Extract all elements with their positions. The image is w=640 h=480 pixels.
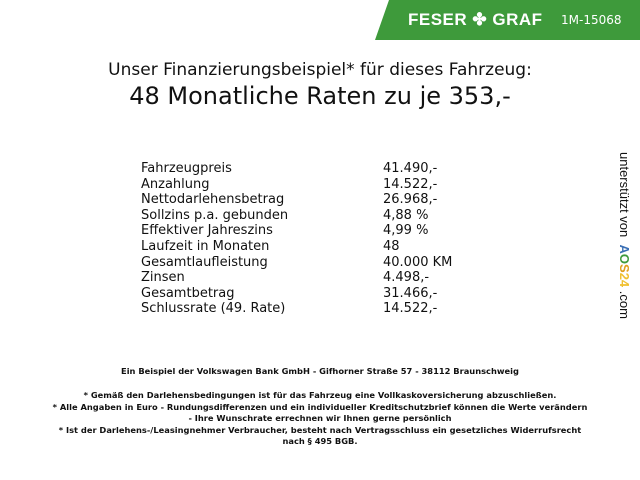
table-row: Nettodarlehensbetrag 26.968,-: [141, 192, 461, 208]
row-value: 41.490,-: [383, 161, 438, 176]
table-row: Gesamtlaufleistung 40.000 KM: [141, 255, 461, 271]
aos24-suffix: .com: [617, 290, 632, 319]
row-value: 4,88 %: [383, 207, 429, 223]
row-label: Effektiver Jahreszins: [141, 223, 273, 239]
note-1: * Gemäß den Darlehensbedingungen ist für…: [83, 390, 557, 400]
row-value: 31.466,-: [383, 285, 438, 301]
brand-name: FESER: [408, 10, 468, 29]
brand-logo: FESER ✤ GRAF: [408, 10, 543, 30]
bank-info: Ein Beispiel der Volkswagen Bank GmbH - …: [121, 366, 519, 376]
brand-name-2: GRAF: [492, 10, 543, 29]
row-label: Anzahlung: [141, 176, 210, 192]
supported-by-aos24: unterstützt von AOS24 .com: [617, 152, 632, 319]
table-row: Effektiver Jahreszins 4,99 %: [141, 223, 461, 239]
row-value: 4,99 %: [383, 223, 429, 239]
row-value: 14.522,-: [383, 176, 438, 192]
supported-by-text: unterstützt von: [617, 152, 632, 238]
table-row: Fahrzeugpreis 41.490,-: [141, 161, 461, 177]
row-value: 4.498,-: [383, 270, 430, 286]
aos24-logo-a: A: [617, 244, 632, 254]
row-value: 48: [383, 238, 400, 254]
row-value: 26.968,-: [383, 192, 438, 208]
table-row: Gesamtbetrag 31.466,-: [141, 286, 461, 302]
table-row: Laufzeit in Monaten 48: [141, 239, 461, 255]
title-line-1: Unser Finanzierungsbeispiel* für dieses …: [108, 60, 532, 80]
table-row: Zinsen 4.498,-: [141, 270, 461, 286]
note-2b: - Ihre Wunschrate errechnen wir Ihnen ge…: [188, 413, 452, 423]
table-row: Sollzins p.a. gebunden 4,88 %: [141, 208, 461, 224]
note-2a: * Alle Angaben in Euro - Rundungsdiffere…: [52, 402, 588, 412]
row-value: 40.000 KM: [383, 254, 453, 270]
note-3a: * Ist der Darlehens-/Leasingnehmer Verbr…: [58, 425, 582, 435]
note-3b: nach § 495 BGB.: [282, 436, 358, 446]
table-row: Schlussrate (49. Rate) 14.522,-: [141, 301, 461, 317]
aos24-logo-s: S: [617, 264, 632, 273]
row-label: Gesamtlaufleistung: [141, 254, 268, 270]
row-label: Sollzins p.a. gebunden: [141, 207, 289, 223]
row-label: Nettodarlehensbetrag: [141, 192, 285, 208]
clover-icon: ✤: [472, 10, 488, 29]
row-label: Laufzeit in Monaten: [141, 238, 270, 254]
row-label: Fahrzeugpreis: [141, 161, 232, 176]
aos24-logo-24: 24: [617, 272, 632, 288]
row-label: Schlussrate (49. Rate): [141, 301, 286, 317]
vehicle-code: 1M-15068: [561, 13, 622, 27]
title-line-2: 48 Monatliche Raten zu je 353,-: [129, 82, 511, 110]
brand-banner: [375, 0, 640, 40]
row-value: 14.522,-: [383, 301, 438, 317]
table-row: Anzahlung 14.522,-: [141, 177, 461, 193]
row-label: Zinsen: [141, 270, 185, 286]
row-label: Gesamtbetrag: [141, 285, 235, 301]
finance-table: Fahrzeugpreis 41.490,- Anzahlung 14.522,- …: [141, 161, 461, 317]
aos24-logo-o: O: [617, 253, 632, 265]
